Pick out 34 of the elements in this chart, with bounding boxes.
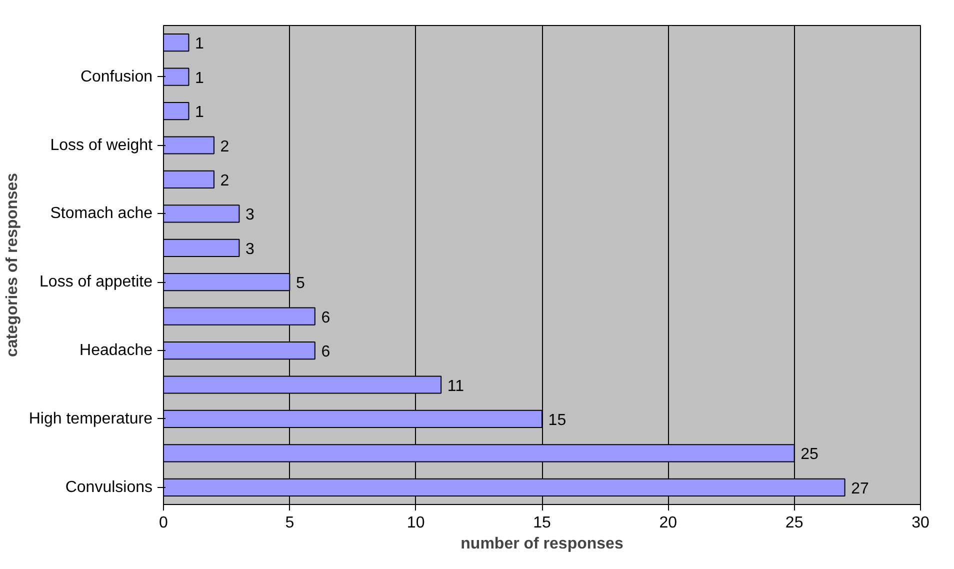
x-tick-label: 10 <box>406 514 425 532</box>
x-tick-label: 5 <box>285 514 294 532</box>
x-tick-label: 20 <box>659 514 678 532</box>
bar <box>164 170 214 189</box>
data-label: 3 <box>246 206 255 224</box>
y-tick-label: Stomach ache <box>50 205 153 222</box>
data-label: 6 <box>321 309 330 326</box>
data-label: 11 <box>447 378 464 395</box>
data-label: 27 <box>851 480 870 498</box>
data-label: 1 <box>195 70 204 87</box>
data-label: 1 <box>195 36 204 53</box>
x-tick-label: 15 <box>533 514 551 532</box>
data-label: 25 <box>800 446 819 464</box>
data-label: 6 <box>321 344 330 361</box>
data-label: 3 <box>246 240 255 258</box>
y-axis-title: categories of responses <box>4 172 21 358</box>
data-label: 1 <box>195 104 204 122</box>
bar <box>164 238 240 257</box>
y-tick-label: Confusion <box>80 68 152 86</box>
y-tick-label: Loss of weight <box>50 136 154 154</box>
x-tick-label: 30 <box>912 514 930 532</box>
x-axis-title: number of responses <box>460 536 624 552</box>
y-tick-label: High temperature <box>28 410 153 428</box>
y-tick-label: Headache <box>80 342 153 360</box>
y-tick-label: Loss of appetite <box>40 274 153 291</box>
bar <box>164 34 190 52</box>
bar <box>164 102 190 120</box>
x-tick-label: 25 <box>785 514 804 532</box>
data-label: 2 <box>220 172 230 190</box>
y-tick-label: Convulsions <box>65 478 152 496</box>
data-label: 15 <box>548 412 566 429</box>
x-tick-label: 0 <box>159 514 168 532</box>
data-label: 5 <box>296 275 305 292</box>
data-label: 2 <box>220 138 230 156</box>
